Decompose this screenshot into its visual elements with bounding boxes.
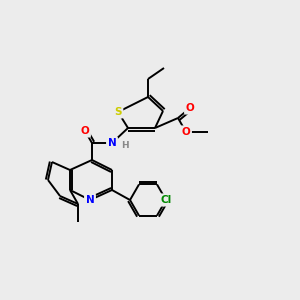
Text: O: O — [81, 126, 89, 136]
Text: N: N — [85, 195, 94, 205]
Text: O: O — [182, 127, 190, 137]
Text: O: O — [186, 103, 194, 113]
Text: S: S — [114, 107, 122, 117]
Text: Cl: Cl — [160, 195, 172, 205]
Text: N: N — [108, 138, 116, 148]
Text: H: H — [121, 140, 129, 149]
